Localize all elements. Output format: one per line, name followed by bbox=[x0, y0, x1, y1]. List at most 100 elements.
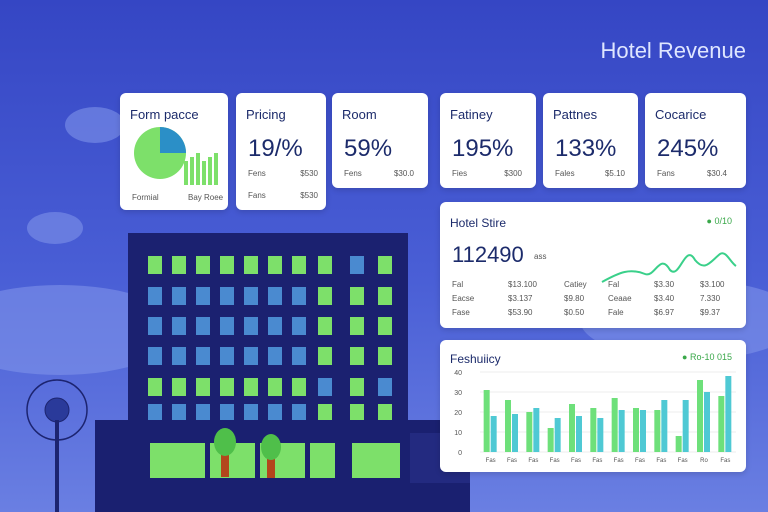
bar bbox=[611, 398, 618, 452]
window bbox=[268, 347, 282, 365]
window bbox=[378, 404, 392, 422]
row-cell: Fies bbox=[452, 169, 468, 178]
x-tick-label: Fas bbox=[614, 458, 624, 464]
stat-cell: Fal bbox=[452, 280, 464, 289]
window bbox=[350, 287, 364, 305]
sparkline bbox=[601, 252, 737, 283]
window bbox=[244, 287, 258, 305]
window bbox=[378, 347, 392, 365]
window bbox=[378, 287, 392, 305]
pie-chart bbox=[134, 127, 218, 185]
window bbox=[350, 317, 364, 335]
stat-cell: $53.90 bbox=[508, 308, 533, 317]
window bbox=[172, 287, 186, 305]
window bbox=[244, 317, 258, 335]
x-tick-label: Fas bbox=[678, 458, 688, 464]
card-title: Fatiney bbox=[450, 107, 493, 122]
window bbox=[196, 256, 210, 274]
bar bbox=[512, 414, 518, 452]
window bbox=[196, 378, 210, 396]
window bbox=[172, 256, 186, 274]
bar-chart: 0 10 20 30 40 Fas Fas Fas Fas Fas Fas Fas Fas Fas Fas R… bbox=[454, 370, 736, 464]
panel-unit: ass bbox=[534, 252, 547, 261]
mini-bar bbox=[190, 157, 194, 185]
window bbox=[244, 256, 258, 274]
window bbox=[350, 378, 364, 396]
y-tick-label: 10 bbox=[454, 430, 462, 437]
window bbox=[148, 317, 162, 335]
legend-entry: Formial bbox=[132, 193, 159, 202]
x-tick-label: Fas bbox=[550, 458, 560, 464]
row-cell: Fans bbox=[657, 169, 675, 178]
bar bbox=[505, 400, 511, 452]
window bbox=[220, 347, 234, 365]
panel-title: Hotel Stire bbox=[450, 216, 507, 230]
window bbox=[318, 256, 332, 274]
window bbox=[292, 404, 306, 422]
bar bbox=[618, 410, 625, 452]
row-cell: $30.4 bbox=[706, 169, 727, 178]
bar bbox=[533, 408, 540, 452]
kpi-card: Room 59% Fens $30.0 bbox=[332, 93, 428, 188]
window bbox=[292, 287, 306, 305]
x-tick-label: Fas bbox=[486, 458, 496, 464]
trees bbox=[214, 428, 281, 478]
window bbox=[318, 347, 332, 365]
window bbox=[318, 378, 332, 396]
mini-bar bbox=[208, 157, 212, 185]
legend-entry: Bay Roee bbox=[188, 193, 224, 202]
window bbox=[292, 256, 306, 274]
bar bbox=[576, 416, 582, 452]
window bbox=[350, 347, 364, 365]
windows bbox=[148, 256, 392, 422]
stat-cell: $13.100 bbox=[508, 280, 537, 289]
window bbox=[350, 256, 364, 274]
mini-bar bbox=[196, 153, 200, 185]
window bbox=[350, 404, 364, 422]
x-tick-label: Ro bbox=[700, 458, 708, 464]
kpi-card: Cocarice 245% Fans $30.4 bbox=[645, 93, 746, 188]
bar bbox=[718, 396, 725, 452]
card-row: Fens $530 bbox=[248, 169, 318, 178]
bar bbox=[597, 418, 604, 452]
stat-cell: $0.50 bbox=[564, 308, 585, 317]
bar bbox=[725, 376, 732, 452]
x-tick-label: Fas bbox=[528, 458, 538, 464]
lamp bbox=[26, 379, 88, 512]
window bbox=[268, 404, 282, 422]
bar bbox=[704, 392, 710, 452]
card-row: Fans $30.4 bbox=[657, 169, 727, 178]
window bbox=[378, 317, 392, 335]
row-cell: Fans bbox=[248, 191, 266, 200]
tag-text: Ro-10 015 bbox=[689, 352, 732, 362]
window bbox=[148, 347, 162, 365]
stat-cell: Fase bbox=[452, 308, 470, 317]
row-cell: Fales bbox=[555, 169, 575, 178]
card-value: 133% bbox=[555, 135, 617, 162]
page-title: Hotel Revenue bbox=[600, 38, 746, 63]
mini-bar bbox=[184, 161, 188, 185]
y-tick-label: 40 bbox=[454, 370, 462, 377]
y-tick-label: 20 bbox=[454, 410, 462, 417]
bar-panel: Feshuiicy ● Ro-10 015 0 10 20 30 40 Fas Fas Fas… bbox=[440, 340, 746, 472]
card-row: Fans $530 bbox=[248, 191, 318, 200]
card-value: 59% bbox=[344, 135, 393, 162]
y-tick-label: 0 bbox=[458, 450, 462, 457]
window bbox=[292, 317, 306, 335]
window bbox=[148, 287, 162, 305]
window bbox=[172, 317, 186, 335]
stats-panel: Hotel Stire ● 0/10 112490 ass Fal $13.100… bbox=[440, 202, 746, 328]
pie-slice bbox=[160, 127, 186, 153]
x-tick-label: Fas bbox=[720, 458, 730, 464]
window bbox=[196, 287, 210, 305]
window bbox=[244, 404, 258, 422]
card-title: Cocarice bbox=[655, 107, 707, 122]
y-tick-label: 30 bbox=[454, 390, 462, 397]
panel-title: Feshuiicy bbox=[450, 352, 501, 366]
card-title: Room bbox=[342, 107, 377, 122]
card-value: 195% bbox=[452, 135, 514, 162]
window bbox=[196, 404, 210, 422]
window bbox=[220, 256, 234, 274]
bar bbox=[590, 408, 597, 452]
bar bbox=[483, 390, 490, 452]
